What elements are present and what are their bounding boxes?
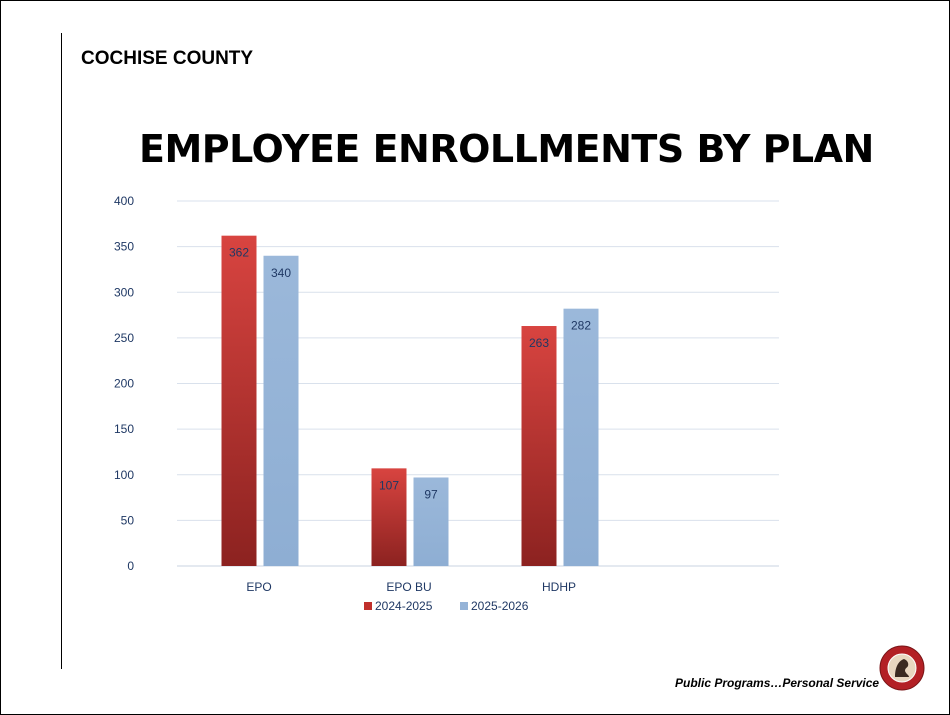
legend-label: 2024-2025 xyxy=(375,599,433,613)
y-tick-label: 150 xyxy=(114,422,134,436)
y-tick-label: 350 xyxy=(114,240,134,254)
organization-name: COCHISE COUNTY xyxy=(81,48,254,69)
y-tick-label: 0 xyxy=(127,559,134,573)
x-tick-label: HDHP xyxy=(542,580,576,594)
x-tick-label: EPO BU xyxy=(386,580,431,594)
y-tick-label: 400 xyxy=(114,194,134,208)
y-tick-label: 250 xyxy=(114,331,134,345)
county-seal-logo xyxy=(879,645,925,691)
x-tick-label: EPO xyxy=(246,580,271,594)
data-label: 340 xyxy=(271,266,291,280)
data-label: 263 xyxy=(529,336,549,350)
data-label: 97 xyxy=(424,487,438,501)
y-tick-label: 100 xyxy=(114,468,134,482)
data-labels: 362 340 107 97 263 282 xyxy=(229,246,591,502)
x-axis-ticks: EPO EPO BU HDHP xyxy=(246,580,576,594)
vertical-rule xyxy=(61,33,62,669)
y-tick-label: 200 xyxy=(114,377,134,391)
data-label: 107 xyxy=(379,478,399,492)
bar-hdhp-2024-2025 xyxy=(521,326,557,566)
legend-swatch xyxy=(364,602,372,610)
legend-label: 2025-2026 xyxy=(471,599,529,613)
footer-tagline: Public Programs…Personal Service xyxy=(675,676,880,690)
bar-hdhp-2025-2026 xyxy=(563,308,599,566)
data-label: 362 xyxy=(229,246,249,260)
chart-title: EMPLOYEE ENROLLMENTS BY PLAN xyxy=(139,127,874,171)
legend-swatch xyxy=(460,602,468,610)
y-tick-label: 300 xyxy=(114,285,134,299)
data-label: 282 xyxy=(571,319,591,333)
bar-epo-bu-2025-2026 xyxy=(413,477,449,566)
bars xyxy=(221,235,599,567)
bar-epo-bu-2024-2025 xyxy=(371,468,407,566)
legend: 2024-2025 2025-2026 xyxy=(364,599,529,613)
bar-epo-2025-2026 xyxy=(263,255,299,566)
y-axis-ticks: 0 50 100 150 200 250 300 350 400 xyxy=(114,194,134,573)
bar-epo-2024-2025 xyxy=(221,235,257,567)
y-tick-label: 50 xyxy=(121,513,135,527)
